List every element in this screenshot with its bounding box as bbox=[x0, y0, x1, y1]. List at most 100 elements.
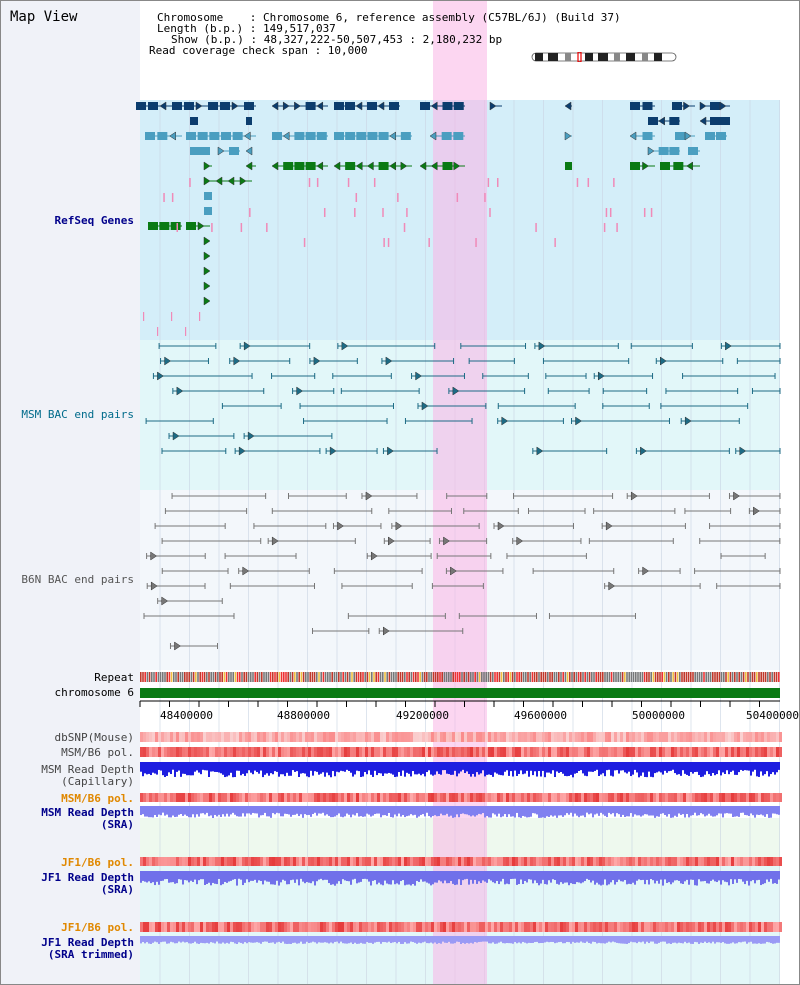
msm-read-depth-sra-label[interactable]: MSM Read Depth bbox=[41, 806, 134, 819]
polymorphism-bin bbox=[452, 793, 455, 802]
read-depth-bin bbox=[752, 806, 754, 816]
jf1-b6-pol-label[interactable]: JF1/B6 pol. bbox=[61, 856, 134, 869]
msm-bac-label[interactable]: MSM BAC end pairs bbox=[21, 408, 134, 421]
polymorphism-bin bbox=[476, 922, 479, 932]
polymorphism-bin bbox=[197, 922, 200, 932]
polymorphism-bin bbox=[428, 857, 431, 866]
read-depth-bin bbox=[358, 871, 360, 883]
read-depth-bin bbox=[612, 762, 614, 777]
polymorphism-bin bbox=[629, 793, 632, 802]
msm-b6-pol-sra-label[interactable]: MSM/B6 pol. bbox=[61, 792, 134, 805]
read-depth-bin bbox=[702, 762, 704, 777]
refseq-genes-label[interactable]: RefSeq Genes bbox=[54, 214, 134, 227]
read-depth-bin bbox=[238, 806, 240, 817]
read-depth-bin bbox=[146, 871, 148, 883]
polymorphism-bin bbox=[569, 747, 572, 757]
repeat-element bbox=[553, 672, 556, 682]
read-depth-bin bbox=[680, 871, 682, 884]
repeat-element bbox=[492, 672, 494, 682]
polymorphism-bin bbox=[596, 922, 599, 932]
read-depth-bin bbox=[718, 871, 720, 881]
polymorphism-bin bbox=[158, 732, 161, 742]
polymorphism-bin bbox=[236, 857, 239, 866]
selected-region-highlight[interactable] bbox=[433, 0, 487, 985]
read-depth-bin bbox=[738, 806, 740, 817]
read-depth-bin bbox=[748, 762, 750, 771]
polymorphism-bin bbox=[722, 922, 725, 932]
gene-exon bbox=[367, 102, 377, 110]
read-depth-bin bbox=[266, 762, 268, 774]
polymorphism-bin bbox=[227, 922, 230, 932]
read-depth-bin bbox=[278, 806, 280, 814]
polymorphism-bin bbox=[461, 793, 464, 802]
read-depth-bin bbox=[202, 806, 204, 814]
repeat-element bbox=[747, 672, 749, 682]
jf1-read-depth-trimmed-label[interactable]: JF1 Read Depth bbox=[41, 936, 134, 949]
polymorphism-bin bbox=[260, 793, 263, 802]
msm-b6-pol-label[interactable]: MSM/B6 pol. bbox=[61, 746, 134, 759]
repeat-element bbox=[243, 672, 245, 682]
read-depth-bin bbox=[608, 762, 610, 770]
polymorphism-bin bbox=[170, 857, 173, 866]
polymorphism-bin bbox=[638, 922, 641, 932]
repeat-element bbox=[432, 672, 435, 682]
polymorphism-bin bbox=[194, 857, 197, 866]
read-depth-bin bbox=[582, 871, 584, 883]
chromosome-ideogram[interactable] bbox=[530, 52, 680, 62]
read-depth-bin bbox=[688, 806, 690, 818]
polymorphism-bin bbox=[701, 747, 704, 757]
polymorphism-bin bbox=[677, 732, 680, 742]
polymorphism-bin bbox=[593, 747, 596, 757]
read-depth-bin bbox=[148, 762, 150, 774]
polymorphism-bin bbox=[632, 747, 635, 757]
read-depth-bin bbox=[482, 871, 484, 881]
polymorphism-bin bbox=[341, 732, 344, 742]
read-depth-bin bbox=[376, 762, 378, 776]
polymorphism-bin bbox=[314, 793, 317, 802]
read-depth-bin bbox=[508, 871, 510, 885]
read-depth-bin bbox=[524, 871, 526, 881]
polymorphism-bin bbox=[533, 857, 536, 866]
mirna-mark bbox=[489, 208, 491, 217]
read-depth-bin bbox=[734, 871, 736, 880]
polymorphism-bin bbox=[302, 857, 305, 866]
polymorphism-bin bbox=[596, 857, 599, 866]
read-depth-bin bbox=[274, 936, 276, 944]
gene-exon bbox=[200, 147, 210, 155]
mirna-mark bbox=[650, 208, 653, 217]
repeat-element bbox=[670, 672, 672, 682]
polymorphism-bin bbox=[617, 747, 620, 757]
read-depth-bin bbox=[720, 936, 722, 943]
read-depth-bin bbox=[528, 871, 530, 880]
polymorphism-bin bbox=[368, 857, 371, 866]
read-depth-bin bbox=[226, 871, 228, 883]
read-depth-bin bbox=[694, 871, 696, 886]
polymorphism-bin bbox=[242, 922, 245, 932]
read-depth-bin bbox=[348, 871, 350, 882]
polymorphism-bin bbox=[539, 793, 542, 802]
polymorphism-bin bbox=[476, 747, 479, 757]
read-depth-bin bbox=[622, 936, 624, 944]
repeat-element bbox=[313, 672, 316, 682]
polymorphism-bin bbox=[440, 793, 443, 802]
read-depth-bin bbox=[418, 806, 420, 817]
repeat-element bbox=[738, 672, 740, 682]
polymorphism-bin bbox=[380, 793, 383, 802]
polymorphism-bin bbox=[359, 747, 362, 757]
b6n-bac-label[interactable]: B6N BAC end pairs bbox=[21, 573, 134, 586]
polymorphism-bin bbox=[218, 732, 221, 742]
polymorphism-bin bbox=[188, 922, 191, 932]
gene-exon bbox=[221, 132, 231, 140]
jf1-read-depth-sra-label[interactable]: JF1 Read Depth bbox=[41, 871, 134, 884]
jf1-b6-pol-trimmed-label[interactable]: JF1/B6 pol. bbox=[61, 921, 134, 934]
polymorphism-bin bbox=[515, 747, 518, 757]
polymorphism-bin bbox=[551, 732, 554, 742]
chromosome-label[interactable]: chromosome 6 bbox=[54, 686, 134, 699]
read-depth-bin bbox=[340, 871, 342, 885]
read-depth-bin bbox=[370, 762, 372, 775]
repeat-label[interactable]: Repeat bbox=[94, 671, 134, 684]
dbsnp-label[interactable]: dbSNP(Mouse) bbox=[54, 731, 134, 744]
gene-marker bbox=[247, 431, 255, 441]
msm-read-depth-capillary-label[interactable]: MSM Read Depth bbox=[41, 763, 134, 776]
